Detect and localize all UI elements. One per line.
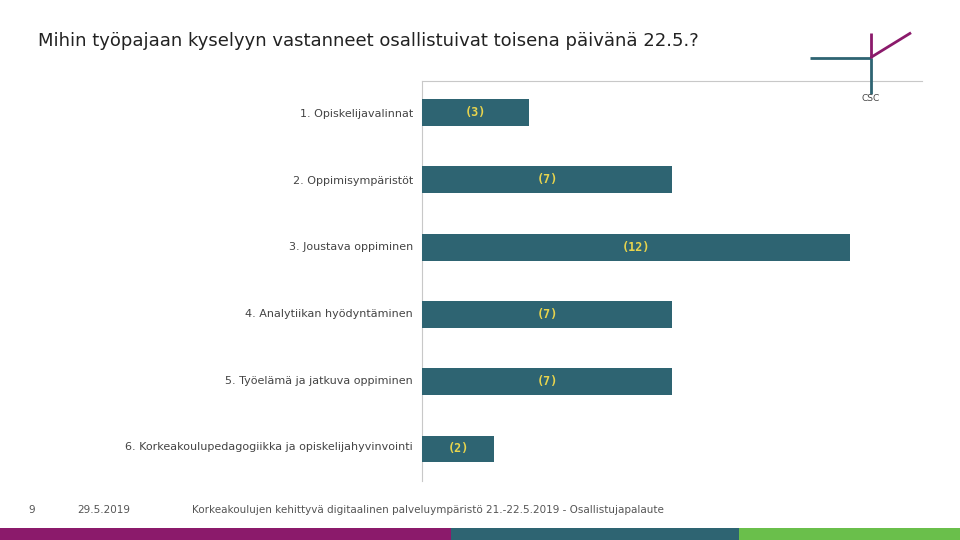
Text: (2): (2) xyxy=(447,442,468,455)
Text: 29.5.2019: 29.5.2019 xyxy=(77,505,130,515)
Bar xyxy=(422,166,672,193)
Text: (3): (3) xyxy=(466,106,487,119)
Text: 4. Analytiikan hyödyntäminen: 4. Analytiikan hyödyntäminen xyxy=(245,309,413,319)
Text: CSC: CSC xyxy=(861,94,880,103)
Text: 2. Oppimisympäristöt: 2. Oppimisympäristöt xyxy=(293,176,413,186)
Text: Korkeakoulujen kehittyvä digitaalinen palveluympäristö 21.-22.5.2019 - Osallistu: Korkeakoulujen kehittyvä digitaalinen pa… xyxy=(192,505,664,515)
Text: (12): (12) xyxy=(622,241,651,254)
Text: (7): (7) xyxy=(537,308,558,321)
Bar xyxy=(422,301,672,328)
Text: 6. Korkeakoulupedagogiikka ja opiskelijahyvinvointi: 6. Korkeakoulupedagogiikka ja opiskelija… xyxy=(125,442,413,453)
Text: 5. Työelämä ja jatkuva oppiminen: 5. Työelämä ja jatkuva oppiminen xyxy=(225,376,413,386)
Text: Mihin työpajaan kyselyyn vastanneet osallistuivat toisena päivänä 22.5.?: Mihin työpajaan kyselyyn vastanneet osal… xyxy=(38,32,699,50)
Text: (7): (7) xyxy=(537,173,558,186)
Text: 9: 9 xyxy=(29,505,36,515)
Text: (7): (7) xyxy=(537,375,558,388)
Bar xyxy=(422,368,672,395)
Bar xyxy=(422,99,529,126)
Text: 3. Joustava oppiminen: 3. Joustava oppiminen xyxy=(289,242,413,253)
Text: 1. Opiskelijavalinnat: 1. Opiskelijavalinnat xyxy=(300,109,413,119)
Bar xyxy=(422,436,493,462)
Bar xyxy=(422,234,851,261)
